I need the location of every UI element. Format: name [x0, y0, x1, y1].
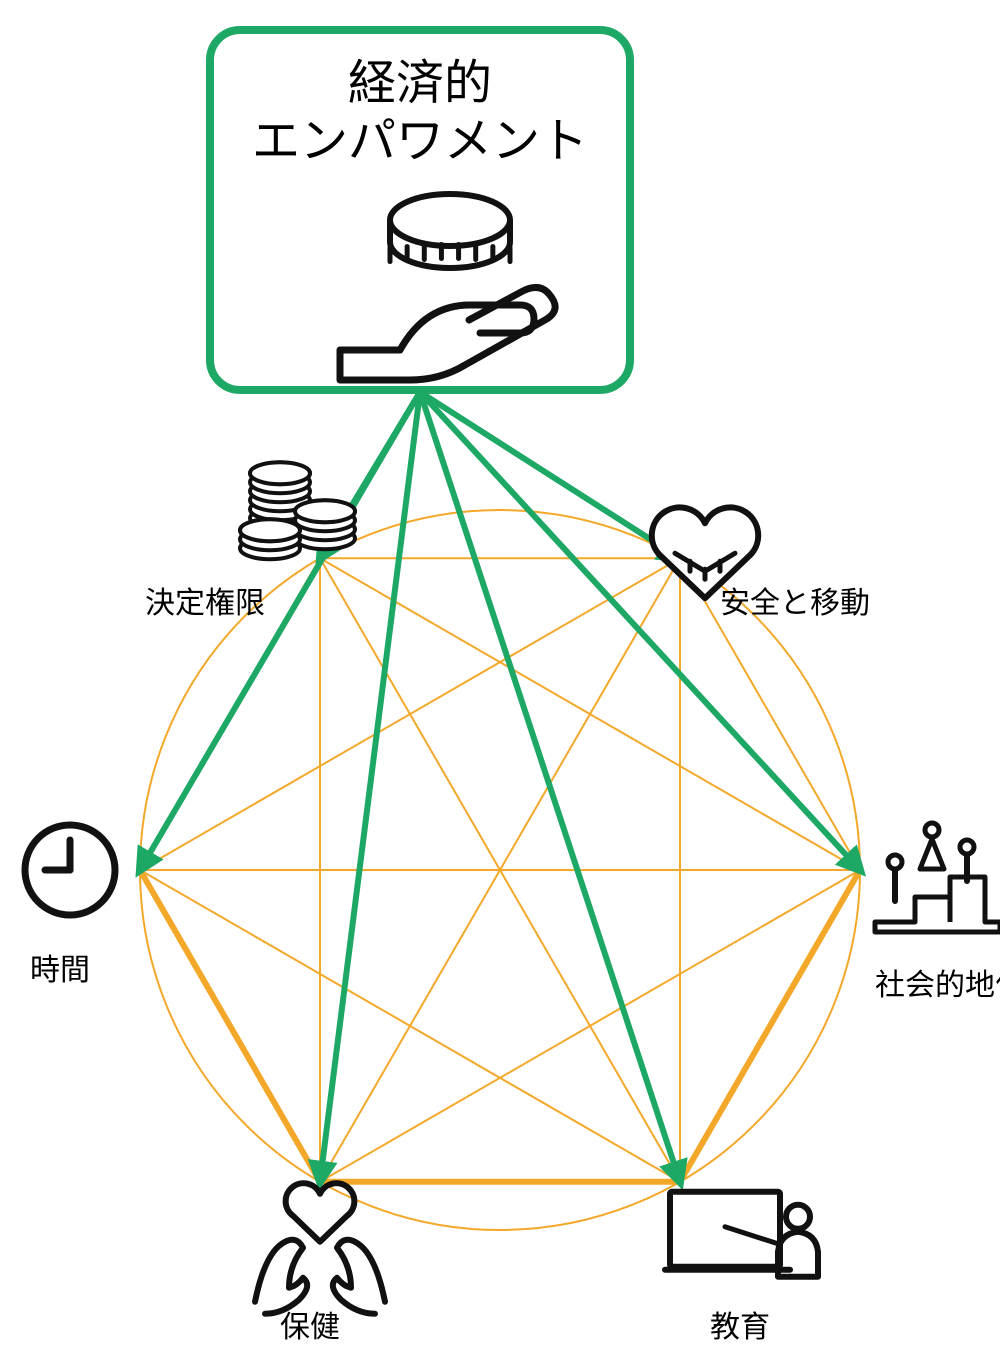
label-safety: 安全と移動	[720, 578, 870, 622]
hands-heart-icon	[255, 1183, 385, 1314]
layer-network	[140, 558, 860, 1182]
label-decision: 決定権限	[145, 578, 265, 622]
main-title-line2: エンパワメント	[252, 115, 588, 168]
main-title-line1: 経済的	[348, 57, 492, 110]
label-time: 時間	[30, 945, 90, 989]
label-health: 保健	[280, 1302, 340, 1346]
education-icon	[665, 1192, 818, 1277]
coins-icon	[240, 462, 355, 559]
diagram-canvas: { "canvas": { "width": 1000, "height": 1…	[0, 0, 1000, 1339]
main-title: 経済的 エンパワメント	[210, 55, 630, 170]
clock-icon	[25, 825, 115, 915]
podium-icon	[875, 823, 1000, 932]
diagram-svg	[0, 0, 1000, 1339]
label-social: 社会的地位	[875, 960, 1000, 1004]
layer-pentagon-bottom	[140, 870, 860, 1182]
label-education: 教育	[710, 1302, 770, 1346]
